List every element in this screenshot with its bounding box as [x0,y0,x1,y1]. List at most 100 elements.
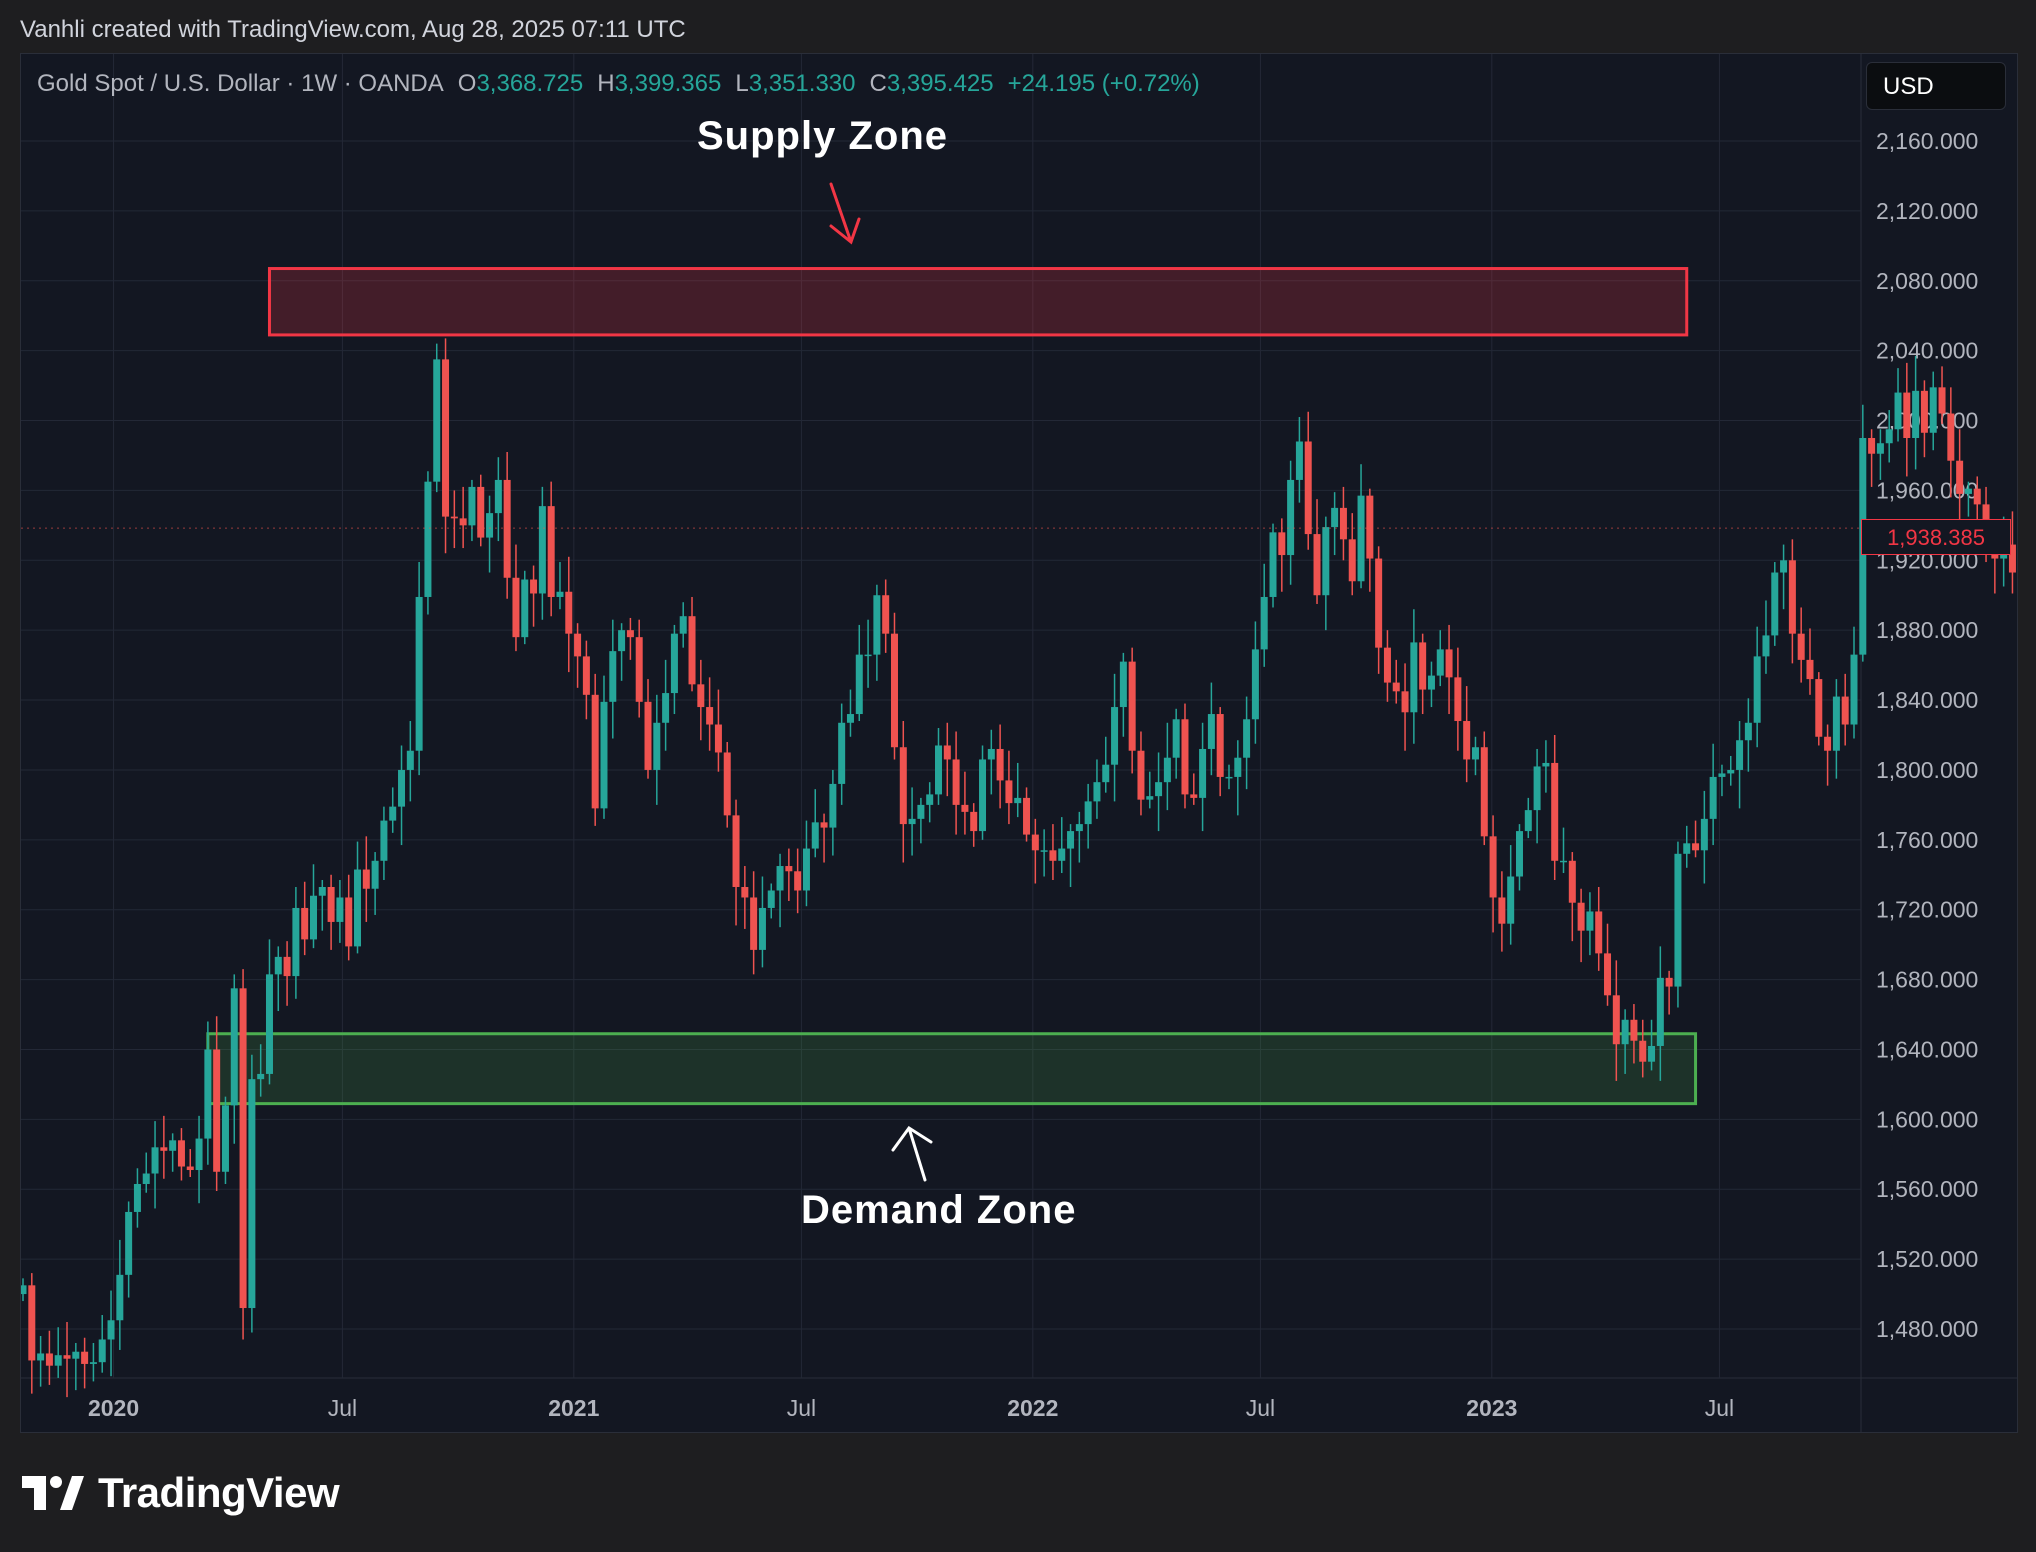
candle-body [1806,659,1814,680]
y-tick-label: 1,720.000 [1876,897,1978,923]
candle-body [979,759,987,832]
candle-body [160,1147,168,1151]
candle-body [169,1140,177,1151]
candle-body [398,769,406,807]
candle-body [1454,677,1462,722]
candle-body [1815,679,1823,737]
candle-body [961,804,969,812]
candle-body [1111,707,1119,765]
candle-body [1128,661,1136,751]
candle-body [1700,818,1708,851]
candle-body [380,820,388,861]
candle-body [1102,764,1110,783]
currency-selector[interactable]: USD [1866,62,2006,110]
candle-body [494,479,502,514]
candle-body [521,579,529,638]
y-tick-label: 1,760.000 [1876,827,1978,853]
candle-body [213,1049,221,1172]
candle-body [935,745,942,795]
y-tick-label: 1,880.000 [1876,617,1978,643]
candle-body [1401,691,1409,713]
candle-body [723,752,731,816]
candle-body [1947,413,1955,461]
candle-body [512,577,520,638]
candle-body [45,1353,53,1366]
candle-body [688,616,696,685]
candle-body [1137,750,1145,800]
candle-body [371,860,379,889]
supply-zone-rect [267,267,1689,337]
candle-body [354,869,362,947]
candle-body [1234,757,1242,777]
candle-body [1348,539,1356,582]
candle-body [1075,824,1083,832]
candle-body [116,1274,124,1321]
candle-body [107,1320,115,1340]
y-tick-label: 1,640.000 [1876,1036,1978,1062]
candle-body [1542,762,1550,767]
candle-body [838,722,846,784]
y-tick-label: 1,560.000 [1876,1176,1978,1202]
candle-body [433,359,441,482]
candle-body [1736,740,1744,770]
candle-body [1480,747,1488,837]
candle-body [1771,572,1779,636]
candle-body [450,516,458,519]
candle-body [626,630,634,638]
candle-body [530,579,538,594]
candle-body [1876,443,1884,454]
candle-body [1832,696,1840,751]
candle-body [591,694,599,809]
candle-body [274,956,282,975]
y-tick-label: 1,680.000 [1876,967,1978,993]
candle-body [477,486,485,538]
candle-body [864,654,872,657]
candle-body [1577,902,1585,931]
chart-panel[interactable]: 2,160.0002,120.0002,080.0002,040.0002,00… [20,53,2018,1433]
candle-body [1841,696,1849,725]
supply-arrow [829,182,861,245]
candle-body [609,651,617,702]
x-tick-label: Jul [328,1395,357,1421]
candle-body [1445,649,1453,678]
y-tick-label: 1,800.000 [1876,757,1978,783]
candle-body [442,359,450,517]
candle-body [1727,769,1735,774]
candle-body [1005,780,1013,804]
candle-body [318,886,326,896]
candle-body [1885,429,1893,444]
candle-body [1929,387,1937,433]
supply-zone-label: Supply Zone [697,114,948,158]
candle-body [952,759,960,805]
tradingview-logo-icon [22,1476,84,1510]
candle-body [151,1147,159,1174]
demand-arrow [891,1125,933,1182]
candle-body [662,693,670,723]
candle-body [257,1073,265,1080]
candle-body [1489,836,1497,898]
candle-body [133,1183,141,1212]
high-label: H [597,70,615,97]
candle-body [1498,897,1506,924]
candle-body [1744,722,1752,741]
candle-body [37,1353,45,1361]
candle-body [1181,719,1189,795]
x-tick-label: 2021 [548,1395,599,1421]
candle-body [1410,642,1418,713]
candle-body [503,479,511,578]
candle-body [1964,488,1972,494]
tradingview-brand[interactable]: TradingView [22,1468,340,1518]
candle-body [600,701,608,809]
candle-body [28,1285,36,1361]
candle-body [21,1285,27,1295]
candle-body [1260,596,1268,650]
candlestick-chart[interactable]: 2,160.0002,120.0002,080.0002,040.0002,00… [21,54,2017,1432]
candle-body [890,633,898,748]
candle-body [776,866,784,891]
candle-body [820,822,828,828]
candle-body [1586,911,1594,931]
candle-body [486,513,494,538]
candle-body [415,596,423,751]
candle-body [1788,560,1796,634]
candle-body [1295,441,1303,480]
